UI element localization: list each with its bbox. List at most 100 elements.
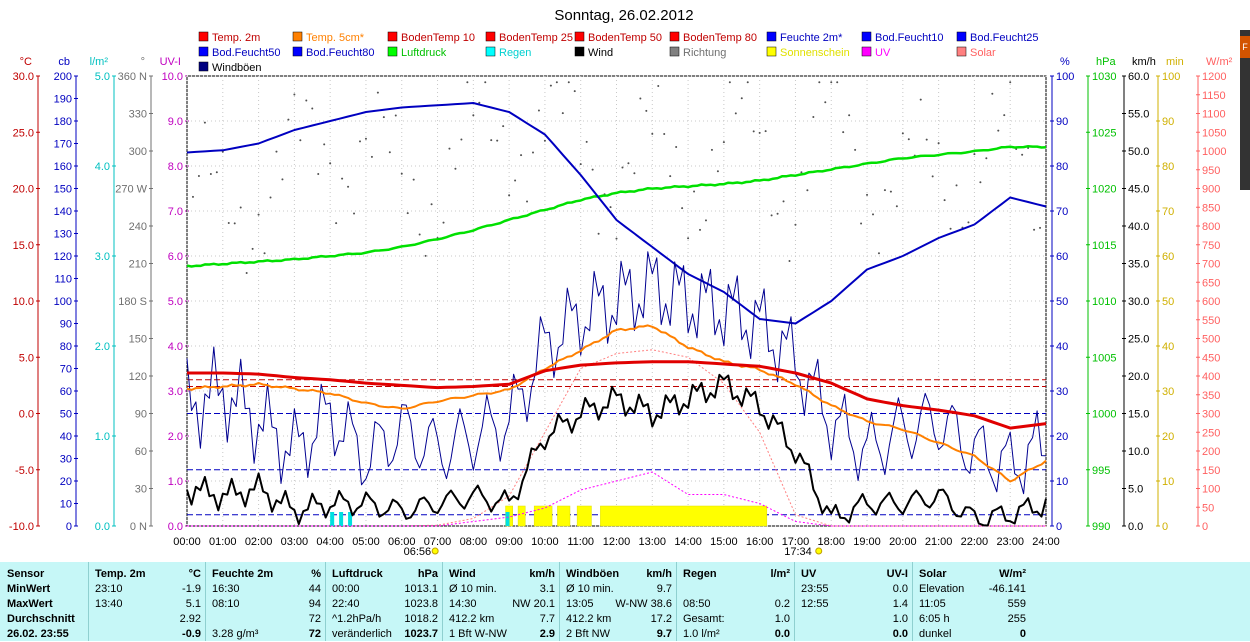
axis-tick-label: 100 xyxy=(54,296,72,308)
axis-tick-label: 35.0 xyxy=(1128,259,1149,271)
direction-point xyxy=(484,81,487,84)
direction-point xyxy=(317,173,320,176)
legend: Temp. 2m Temp. 5cm* BodenTemp 10 BodenTemp … xyxy=(198,31,1039,74)
direction-point xyxy=(454,167,457,170)
direction-point xyxy=(883,189,886,192)
window-edge: F xyxy=(1240,30,1250,190)
axis-tick-label: 40 xyxy=(1162,341,1174,353)
table-cell: °C xyxy=(188,568,201,580)
table-cell: 1 Bft W-NW xyxy=(449,628,507,640)
sunset-marker xyxy=(815,547,823,555)
rain-bar xyxy=(339,512,344,526)
table-cell: 1.0 xyxy=(892,613,908,625)
axis-tick-label: 0.0 xyxy=(1128,521,1143,533)
x-tick-label: 01:00 xyxy=(209,536,237,548)
legend-swatch xyxy=(669,31,680,42)
table-cell: 14:30 xyxy=(449,598,477,610)
direction-point xyxy=(657,85,660,88)
direction-point xyxy=(782,200,785,203)
table-cell: 2 Bft NW xyxy=(566,628,611,640)
legend-label: BodenTemp 80 xyxy=(683,32,757,44)
axis-tick-label: 50 xyxy=(1162,296,1174,308)
direction-point xyxy=(227,221,230,224)
direction-point xyxy=(299,139,302,142)
axis-tick-label: 1025 xyxy=(1092,127,1116,139)
axis-tick-label: 360 N xyxy=(118,71,147,83)
direction-point xyxy=(1003,114,1006,117)
axis-tick-label: 130 xyxy=(54,229,72,241)
axis-tick-label: 1030 xyxy=(1092,71,1116,83)
axis-tick-label: 5.0 xyxy=(1128,484,1143,496)
direction-point xyxy=(615,237,618,240)
direction-point xyxy=(746,81,749,84)
table-cell: 00:00 xyxy=(332,583,360,595)
table-cell: UV-I xyxy=(886,568,908,580)
direction-point xyxy=(1021,153,1024,156)
legend-swatch xyxy=(292,31,303,42)
direction-point xyxy=(693,190,696,193)
direction-point xyxy=(943,199,946,202)
legend-swatch xyxy=(766,46,777,57)
axis-tick-label: 5.0 xyxy=(19,352,34,364)
table-column-humidity xyxy=(205,562,326,641)
axis-tick-label: 150 xyxy=(54,184,72,196)
direction-point xyxy=(830,81,833,84)
table-cell: Wind xyxy=(449,568,476,580)
direction-point xyxy=(949,227,952,230)
direction-point xyxy=(997,129,1000,132)
axis-tick-label: 1005 xyxy=(1092,352,1116,364)
axis-tick-label: 210 xyxy=(129,259,147,271)
axis-unit: ° xyxy=(141,56,145,68)
sunshine-bar xyxy=(576,505,592,527)
axis-tick-label: 990 xyxy=(1092,521,1110,533)
table-cell: 0.0 xyxy=(774,628,790,640)
direction-point xyxy=(955,184,958,187)
direction-point xyxy=(770,214,773,217)
axis-tick-label: 30.0 xyxy=(13,71,34,83)
direction-point xyxy=(311,107,314,110)
axis-tick-label: 70 xyxy=(60,364,72,376)
legend-swatch xyxy=(956,31,967,42)
x-tick-label: 09:00 xyxy=(495,536,523,548)
axis-tick-label: 4.0 xyxy=(168,341,183,353)
table-cell: 6:05 h xyxy=(919,613,950,625)
axis-tick-label: 30 xyxy=(60,454,72,466)
x-tick-label: 16:00 xyxy=(746,536,774,548)
table-column-pressure xyxy=(325,562,443,641)
axis-tick-label: 110 xyxy=(54,274,72,286)
table-cell: 412.2 km xyxy=(449,613,495,625)
axis-tick-label: 50.0 xyxy=(1128,146,1149,158)
direction-point xyxy=(651,132,654,135)
axis-tick-label: 30 xyxy=(1162,386,1174,398)
legend-swatch xyxy=(387,31,398,42)
direction-point xyxy=(388,151,391,154)
direction-point xyxy=(442,221,445,224)
axis-tick-label: 1100 xyxy=(1202,109,1226,121)
axis-unit: l/m² xyxy=(90,56,109,68)
table-cell: 0 xyxy=(1019,628,1026,640)
table-cell: 08:50 xyxy=(683,598,711,610)
x-tick-label: 13:00 xyxy=(639,536,667,548)
axis-tick-label: 950 xyxy=(1202,165,1220,177)
axis-tick-label: 1015 xyxy=(1092,240,1116,252)
table-cell: 9.7 xyxy=(656,628,672,640)
axis-unit: °C xyxy=(20,56,32,68)
sunrise-marker xyxy=(431,547,439,555)
edge-button[interactable]: F xyxy=(1240,36,1250,58)
x-tick-label: 07:00 xyxy=(424,536,452,548)
legend-label: Temp. 2m xyxy=(212,32,260,44)
direction-point xyxy=(734,112,737,115)
sunshine-bar xyxy=(517,505,526,527)
table-cell: 12:55 xyxy=(801,598,829,610)
axis-tick-label: 0.0 xyxy=(168,521,183,533)
axis-tick-label: 1.0 xyxy=(168,476,183,488)
legend-swatch xyxy=(198,31,209,42)
x-tick-label: 03:00 xyxy=(281,536,309,548)
sunrise-label: 06:56 xyxy=(404,546,432,558)
rain-bar xyxy=(348,512,353,526)
x-tick-label: 10:00 xyxy=(531,536,559,548)
table-cell: -1.9 xyxy=(182,583,201,595)
axis-tick-label: 50 xyxy=(1056,296,1068,308)
direction-point xyxy=(502,125,505,128)
legend-label: Richtung xyxy=(683,47,726,59)
